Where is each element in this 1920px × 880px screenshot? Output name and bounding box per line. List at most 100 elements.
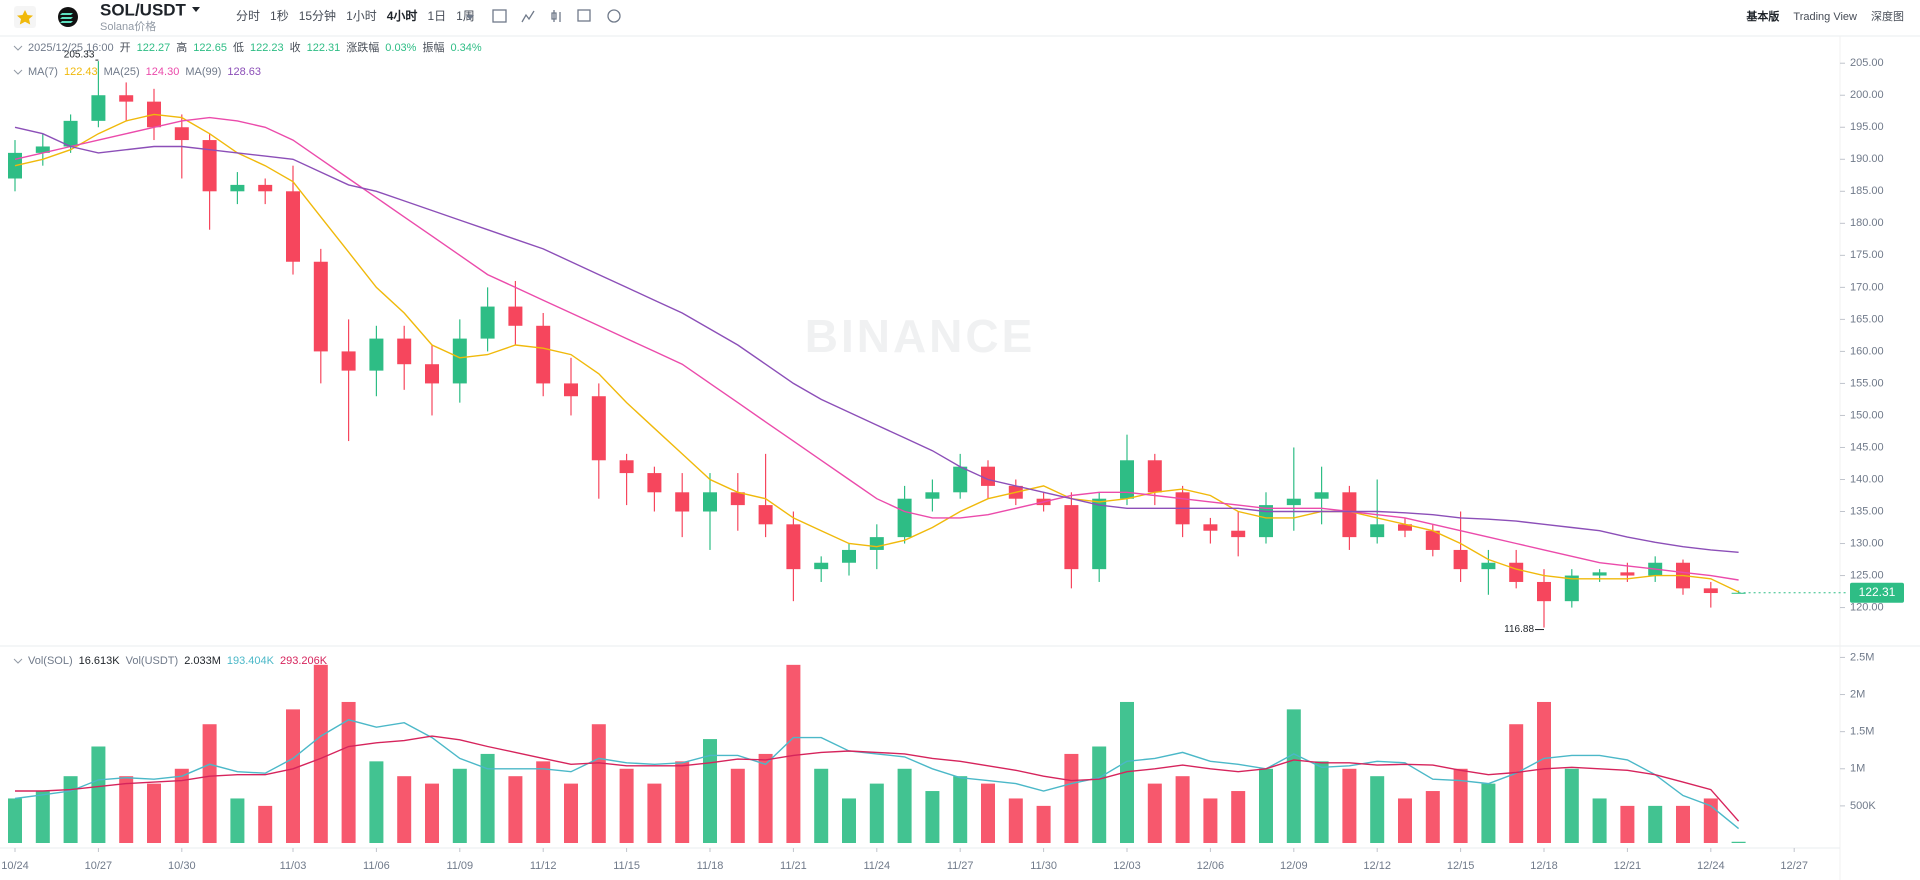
candle-body: [675, 492, 690, 512]
volume-bar: [286, 709, 300, 843]
chart-type-icon[interactable]: [551, 10, 561, 22]
ma-line: [14, 116, 1739, 581]
candle-body: [897, 498, 912, 538]
symbol-dropdown[interactable]: [192, 7, 200, 12]
legend-text: 0.34%: [450, 42, 481, 54]
settings-icon[interactable]: [577, 9, 591, 22]
y-tick-label: 140.00: [1850, 473, 1884, 485]
x-tick-label: 12/09: [1280, 860, 1308, 872]
volume-bar: [397, 776, 412, 843]
interval-tab[interactable]: 分时: [236, 9, 260, 23]
x-tick-label: 11/15: [613, 860, 640, 872]
volume-bar: [1481, 783, 1496, 843]
x-tick-label: 10/30: [168, 860, 196, 872]
x-tick-label: 11/12: [530, 860, 557, 872]
candle-body: [1620, 572, 1635, 576]
interval-tab[interactable]: 1小时: [346, 9, 377, 23]
candle-body: [397, 338, 412, 365]
candle-body: [91, 95, 106, 121]
candle-body: [425, 364, 439, 384]
fullscreen-icon[interactable]: [607, 9, 621, 23]
x-tick-label: 11/09: [446, 860, 473, 872]
y-tick-label: 205.00: [1850, 57, 1884, 69]
y-tick-label: 160.00: [1850, 345, 1884, 357]
legend-text: MA(99): [185, 66, 221, 78]
x-tick-label: 11/27: [947, 860, 974, 872]
volume-bar: [1509, 724, 1524, 843]
volume-bar: [953, 776, 968, 843]
legend-text: 193.404K: [227, 655, 275, 667]
volume-bar: [1120, 701, 1134, 843]
volume-bar: [1175, 776, 1190, 843]
view-tab[interactable]: 基本版: [1745, 9, 1779, 23]
candle-body: [1398, 524, 1412, 531]
volume-bar: [758, 753, 773, 843]
volume-bar: [675, 761, 690, 843]
candle-body: [536, 325, 551, 384]
ma-line: [15, 735, 1740, 822]
candle-body: [369, 338, 384, 371]
x-tick-label: 12/12: [1363, 860, 1391, 872]
volume-bar: [897, 768, 912, 843]
volume-bar: [1231, 791, 1246, 843]
draw-icon[interactable]: [521, 10, 535, 23]
candle-body: [981, 466, 995, 486]
more-intervals[interactable]: [466, 15, 474, 20]
volume-bar: [452, 768, 467, 843]
candle-body: [814, 562, 829, 570]
volume-bar: [1592, 798, 1607, 843]
candle-body: [647, 473, 662, 493]
candle-body: [1453, 549, 1468, 570]
x-tick-label: 11/24: [863, 860, 890, 872]
collapse-icon[interactable]: [13, 45, 23, 51]
volume-bar: [1453, 768, 1468, 843]
x-tick-label: 12/15: [1447, 860, 1475, 872]
y-tick-label: 185.00: [1850, 185, 1884, 197]
low-label: 116.88: [1504, 624, 1534, 635]
interval-tab[interactable]: 15分钟: [299, 8, 336, 23]
volume-bar: [508, 776, 523, 843]
ma-line: [14, 126, 1739, 553]
volume-bar: [1398, 798, 1412, 843]
legend-text: 122.31: [307, 42, 341, 54]
legend-text: MA(7): [28, 66, 58, 78]
candle-body: [1286, 498, 1301, 506]
legend-text: 122.23: [250, 42, 284, 54]
collapse-icon[interactable]: [13, 658, 23, 664]
x-tick-label: 12/18: [1530, 860, 1558, 872]
volume-bar: [1203, 798, 1218, 843]
view-tab[interactable]: 深度图: [1871, 9, 1904, 23]
y-tick-label: 125.00: [1850, 569, 1884, 581]
interval-tab[interactable]: 1秒: [270, 9, 289, 23]
x-tick-label: 11/30: [1030, 860, 1057, 872]
subtitle[interactable]: Solana价格: [100, 19, 156, 33]
legend-text: 0.03%: [385, 42, 416, 54]
y-tick-label: 155.00: [1850, 377, 1884, 389]
view-tab[interactable]: Trading View: [1793, 11, 1857, 23]
indicator-icon[interactable]: [492, 9, 507, 23]
interval-tab[interactable]: 4小时: [387, 8, 418, 23]
symbol[interactable]: SOL/USDT: [100, 0, 187, 19]
candle-body: [508, 306, 523, 326]
volume-bar: [925, 791, 940, 843]
legend-text: 高: [176, 40, 187, 54]
legend-text: MA(25): [104, 66, 140, 78]
y-tick-label: 2.5M: [1850, 651, 1874, 663]
candle-body: [1592, 572, 1607, 576]
y-tick-label: 190.00: [1850, 153, 1884, 165]
collapse-icon[interactable]: [13, 69, 23, 75]
interval-tab[interactable]: 1日: [427, 9, 446, 23]
volume-bar: [1147, 783, 1162, 843]
candle-body: [119, 95, 134, 102]
y-tick-label: 120.00: [1850, 601, 1884, 613]
x-tick-label: 12/24: [1697, 860, 1725, 872]
volume-bar: [313, 664, 328, 843]
y-tick-label: 165.00: [1850, 313, 1884, 325]
candle-body: [786, 524, 801, 570]
legend-text: 开: [120, 42, 131, 54]
x-tick-label: 10/24: [1, 860, 29, 872]
x-tick-label: 11/06: [363, 860, 390, 872]
candle-body: [1509, 562, 1524, 582]
volume-bar: [1036, 805, 1051, 843]
watermark: BINANCE: [805, 310, 1036, 362]
